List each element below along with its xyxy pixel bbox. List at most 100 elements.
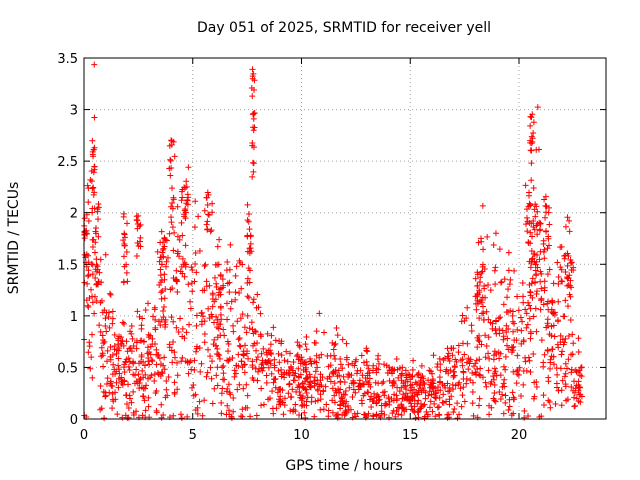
data-point (543, 228, 550, 235)
data-point (573, 395, 580, 402)
data-point (458, 318, 465, 325)
data-point (558, 387, 565, 394)
data-point (308, 394, 315, 401)
data-point (109, 383, 116, 390)
data-point (527, 229, 534, 236)
data-point (450, 345, 457, 352)
data-point (530, 129, 537, 136)
data-point (203, 278, 210, 285)
data-point (109, 352, 116, 359)
data-point (268, 332, 275, 339)
data-point (145, 300, 152, 307)
data-point (469, 369, 476, 376)
data-point (501, 276, 508, 283)
data-point (534, 208, 541, 215)
data-point (163, 377, 170, 384)
data-point (312, 368, 319, 375)
data-point (460, 384, 467, 391)
data-point (540, 402, 547, 409)
data-point (331, 341, 338, 348)
data-point (530, 119, 537, 126)
data-point (249, 111, 256, 118)
data-point (98, 405, 105, 412)
data-point (241, 324, 248, 331)
data-point (287, 407, 294, 414)
data-point (171, 153, 178, 160)
data-point (299, 393, 306, 400)
data-point (530, 223, 537, 230)
data-point (325, 413, 332, 420)
data-point (545, 397, 552, 404)
data-point (89, 137, 96, 144)
data-point (474, 414, 481, 421)
data-point (228, 415, 235, 422)
data-point (134, 308, 141, 315)
data-point (168, 185, 175, 192)
data-point (320, 406, 327, 413)
data-point (411, 386, 418, 393)
plot-frame (83, 57, 607, 420)
data-point (140, 358, 147, 365)
data-point (147, 343, 154, 350)
data-point (216, 352, 223, 359)
data-point (208, 375, 215, 382)
data-point (358, 397, 365, 404)
data-point (174, 359, 181, 366)
data-point (120, 237, 127, 244)
data-point (130, 388, 137, 395)
data-point (487, 287, 494, 294)
data-point (174, 203, 181, 210)
data-point (525, 203, 532, 210)
data-point (90, 146, 97, 153)
data-point (411, 403, 418, 410)
data-point (564, 396, 571, 403)
data-point (203, 373, 210, 380)
data-point (126, 395, 133, 402)
data-point (561, 255, 568, 262)
data-point (436, 379, 443, 386)
data-point (538, 296, 545, 303)
data-point (562, 223, 569, 230)
data-point (227, 391, 234, 398)
data-point (89, 271, 96, 278)
data-point (445, 370, 452, 377)
data-point (315, 381, 322, 388)
data-point (139, 315, 146, 322)
data-point (166, 142, 173, 149)
data-point (250, 168, 257, 175)
data-point (176, 253, 183, 260)
data-point (536, 256, 543, 263)
data-point (158, 295, 165, 302)
data-point (204, 369, 211, 376)
data-point (500, 333, 507, 340)
data-point (446, 357, 453, 364)
data-point (420, 379, 427, 386)
data-point (386, 401, 393, 408)
data-point (272, 337, 279, 344)
data-point (562, 297, 569, 304)
data-point (208, 227, 215, 234)
data-point (166, 230, 173, 237)
data-point (173, 267, 180, 274)
data-point (567, 293, 574, 300)
data-point (209, 358, 216, 365)
data-point (343, 398, 350, 405)
data-point (511, 395, 518, 402)
data-point (516, 364, 523, 371)
data-point (401, 395, 408, 402)
data-point (270, 379, 277, 386)
data-point (566, 228, 573, 235)
data-point (177, 315, 184, 322)
data-point (558, 278, 565, 285)
data-point (97, 328, 104, 335)
data-point (201, 207, 208, 214)
data-point (130, 412, 137, 419)
data-point (420, 375, 427, 382)
data-point (160, 362, 167, 369)
data-point (214, 345, 221, 352)
data-point (292, 370, 299, 377)
data-point (360, 392, 367, 399)
data-point (513, 368, 520, 375)
data-point (515, 371, 522, 378)
data-point (500, 301, 507, 308)
